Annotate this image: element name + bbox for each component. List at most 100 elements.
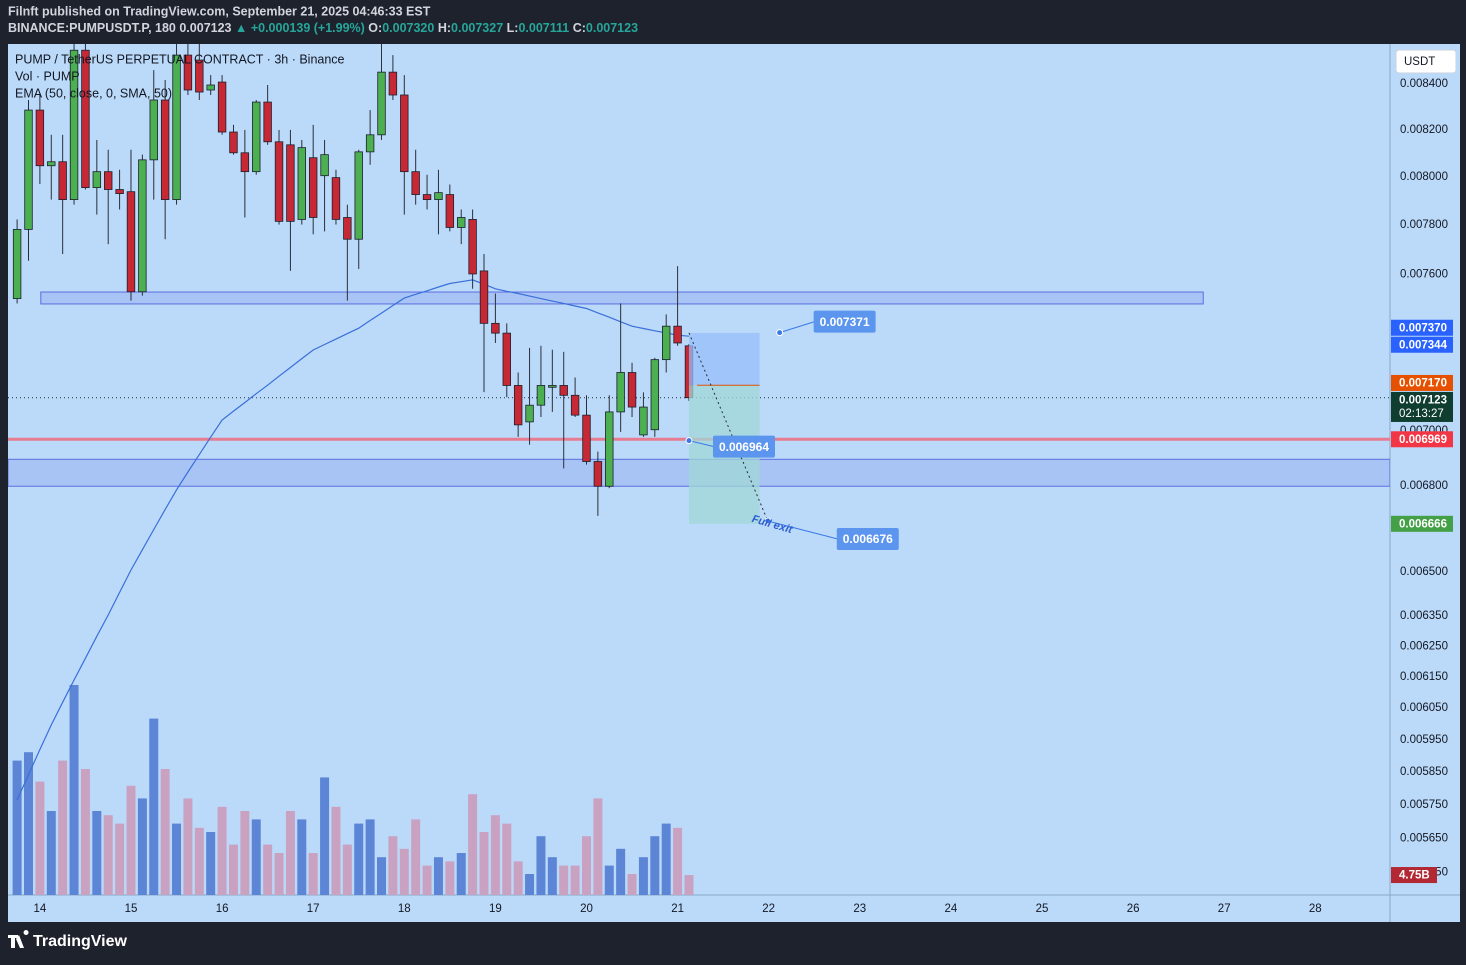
volume-bar — [58, 760, 68, 895]
volume-bar — [570, 865, 580, 895]
candle-body — [297, 147, 307, 220]
volume-bar — [365, 819, 375, 895]
volume-bar — [581, 836, 591, 895]
chart-title: PUMP / TetherUS PERPETUAL CONTRACT · 3h … — [15, 52, 345, 66]
volume-bar — [593, 798, 603, 895]
callout-box — [712, 435, 775, 458]
volume-bar — [12, 760, 22, 895]
x-tick-label: 22 — [762, 903, 775, 915]
volume-bar — [228, 844, 238, 895]
x-tick-label: 14 — [33, 903, 46, 915]
volume-marker — [1391, 867, 1437, 884]
price-marker-label: 0.007370 — [1399, 322, 1447, 334]
ohlc-value: 0.007123 — [586, 21, 638, 35]
x-tick-label: 15 — [125, 903, 138, 915]
x-tick-label: 27 — [1218, 903, 1231, 915]
candle-body — [627, 372, 637, 408]
callout-point — [685, 437, 693, 445]
volume-bar — [616, 848, 626, 895]
x-tick-label: 17 — [307, 903, 320, 915]
price-marker-label: 0.006666 — [1399, 518, 1447, 530]
volume-bar — [502, 823, 512, 895]
volume-bar — [445, 861, 455, 895]
legend-entry: EMA (50, close, 0, SMA, 50) — [15, 86, 172, 100]
ohlc-key: C: — [573, 21, 586, 35]
ema-line — [16, 279, 690, 801]
candle-body — [104, 171, 113, 190]
price-marker-label: 0.006969 — [1399, 434, 1447, 446]
candle-body — [308, 157, 318, 218]
candle-body — [69, 49, 79, 201]
callout-label: 0.006964 — [719, 440, 769, 454]
candle-body — [138, 159, 147, 293]
callout-line — [767, 520, 838, 540]
candle-body — [479, 270, 489, 324]
volume-bar — [92, 811, 102, 895]
y-tick-label: 0.006150 — [1400, 671, 1448, 683]
legend-entry: Vol · PUMP — [15, 69, 80, 83]
candle-body — [92, 171, 102, 189]
volume-bar — [411, 819, 421, 895]
symbol-line: BINANCE:PUMPUSDT.P, 180 0.007123 ▲ +0.00… — [8, 21, 638, 35]
candle-body — [400, 94, 409, 173]
x-tick-label: 28 — [1309, 903, 1322, 915]
volume-bar — [69, 685, 79, 895]
price-marker-label: 0.007170 — [1399, 377, 1447, 389]
volume-bar — [308, 853, 318, 895]
volume-bar — [456, 853, 466, 895]
x-tick-label: 23 — [853, 903, 866, 915]
candle-body — [605, 411, 614, 487]
volume-bar — [490, 815, 500, 895]
volume-bar — [684, 875, 694, 895]
candle-body — [126, 191, 136, 293]
volume-bar — [388, 836, 398, 895]
byline: Filnft published on TradingView.com, Sep… — [8, 4, 431, 18]
callout-line — [688, 440, 715, 448]
price-marker-label: 0.007344 — [1399, 339, 1448, 351]
candle-body — [229, 131, 238, 154]
candle-body — [548, 385, 557, 388]
ohlc-value: 0.007320 — [382, 21, 434, 35]
trade-path — [688, 332, 769, 522]
x-tick-label: 26 — [1127, 903, 1140, 915]
volume-bar — [274, 853, 284, 895]
candle-body — [183, 54, 193, 91]
volume-bar — [183, 798, 193, 895]
volume-bar — [468, 794, 478, 895]
currency-button[interactable] — [1395, 49, 1457, 74]
price-marker — [1391, 391, 1453, 422]
volume-bar — [661, 823, 671, 895]
volume-bar — [433, 857, 443, 895]
y-tick-label: 0.006250 — [1400, 640, 1448, 652]
volume-bar — [604, 865, 614, 895]
candle-body — [115, 189, 124, 194]
volume-bar — [149, 718, 159, 895]
candle-body — [491, 322, 500, 334]
candle-body — [673, 325, 682, 344]
volume-bar — [650, 836, 660, 895]
symbol: BINANCE:PUMPUSDT.P, 180 — [8, 21, 176, 35]
candle-body — [149, 99, 158, 161]
volume-bar — [536, 836, 546, 895]
volume-bar — [547, 857, 557, 895]
candle-body — [217, 81, 227, 133]
candle-body — [240, 152, 250, 173]
volume-bar — [297, 819, 307, 895]
candle-body — [593, 461, 603, 487]
volume-bar — [638, 857, 648, 895]
candle-body — [206, 84, 215, 91]
price-marker — [1391, 336, 1453, 353]
candle-body — [570, 394, 580, 416]
candle-body — [47, 161, 56, 167]
currency[interactable]: USDT — [1404, 56, 1435, 68]
volume-bar — [525, 874, 535, 895]
y-tick-label: 0.006350 — [1400, 610, 1448, 622]
callout-box — [836, 527, 899, 550]
y-tick-label: 0.008200 — [1400, 124, 1448, 136]
zone — [40, 291, 1204, 305]
candle-body — [536, 385, 546, 406]
y-tick-label: 0.008400 — [1400, 78, 1448, 90]
candle-body — [411, 171, 420, 195]
price-marker — [1391, 319, 1453, 336]
